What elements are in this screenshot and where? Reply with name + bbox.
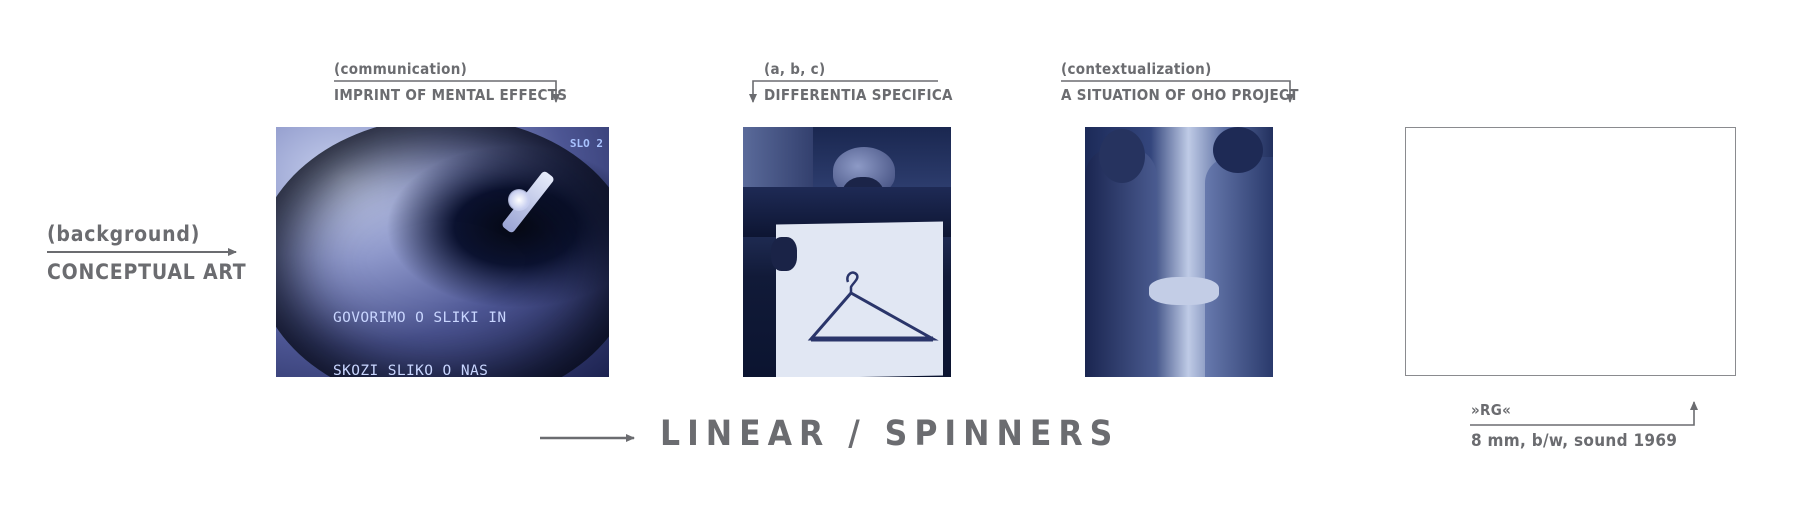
photo-figure-head-right	[1213, 127, 1263, 173]
background-label-top: (background)	[47, 222, 201, 246]
rg-title: »RG«	[1471, 401, 1512, 419]
panel3-label-bottom: A SITUATION OF OHO PROJECT	[1061, 86, 1299, 104]
photo-hands	[1149, 277, 1219, 305]
screen-badge: SLO 2	[569, 137, 603, 150]
rg-bracket	[1470, 401, 1698, 426]
panel1-screen-image: SLO 2 GOVORIMO O SLIKI IN SKOZI SLIKO O …	[276, 127, 609, 377]
screen-light-dot	[508, 189, 530, 211]
panel2-label-top: (a, b, c)	[764, 60, 826, 78]
panel2-photo	[743, 127, 951, 377]
panel2-label-bottom: DIFFERENTIA SPECIFICA	[764, 86, 953, 104]
hanger-drawing	[807, 271, 939, 342]
background-label-bottom: CONCEPTUAL ART	[47, 260, 247, 284]
rg-video-frame	[1405, 127, 1736, 376]
panel2-bracket	[749, 80, 938, 103]
panel3-bracket	[1061, 80, 1294, 103]
panel3-photo	[1085, 127, 1273, 377]
photo-hand	[771, 237, 797, 271]
rg-caption: 8 mm, b/w, sound 1969	[1471, 431, 1678, 451]
screen-line: SKOZI SLIKO O NAS	[333, 362, 489, 378]
photo-figure-right	[1205, 157, 1273, 377]
photo-figure-left	[1085, 147, 1157, 377]
panel3-label-top: (contextualization)	[1061, 60, 1212, 78]
photo-figure-head-left	[1099, 129, 1145, 183]
main-label: LINEAR / SPINNERS	[660, 414, 1120, 454]
panel1-label-bottom: IMPRINT OF MENTAL EFFECTS	[334, 86, 568, 104]
panel1-label-top: (communication)	[334, 60, 468, 78]
screen-text: GOVORIMO O SLIKI IN SKOZI SLIKO O NAS WE…	[333, 275, 506, 377]
panel1-bracket	[334, 80, 560, 103]
screen-line: GOVORIMO O SLIKI IN	[333, 310, 507, 326]
